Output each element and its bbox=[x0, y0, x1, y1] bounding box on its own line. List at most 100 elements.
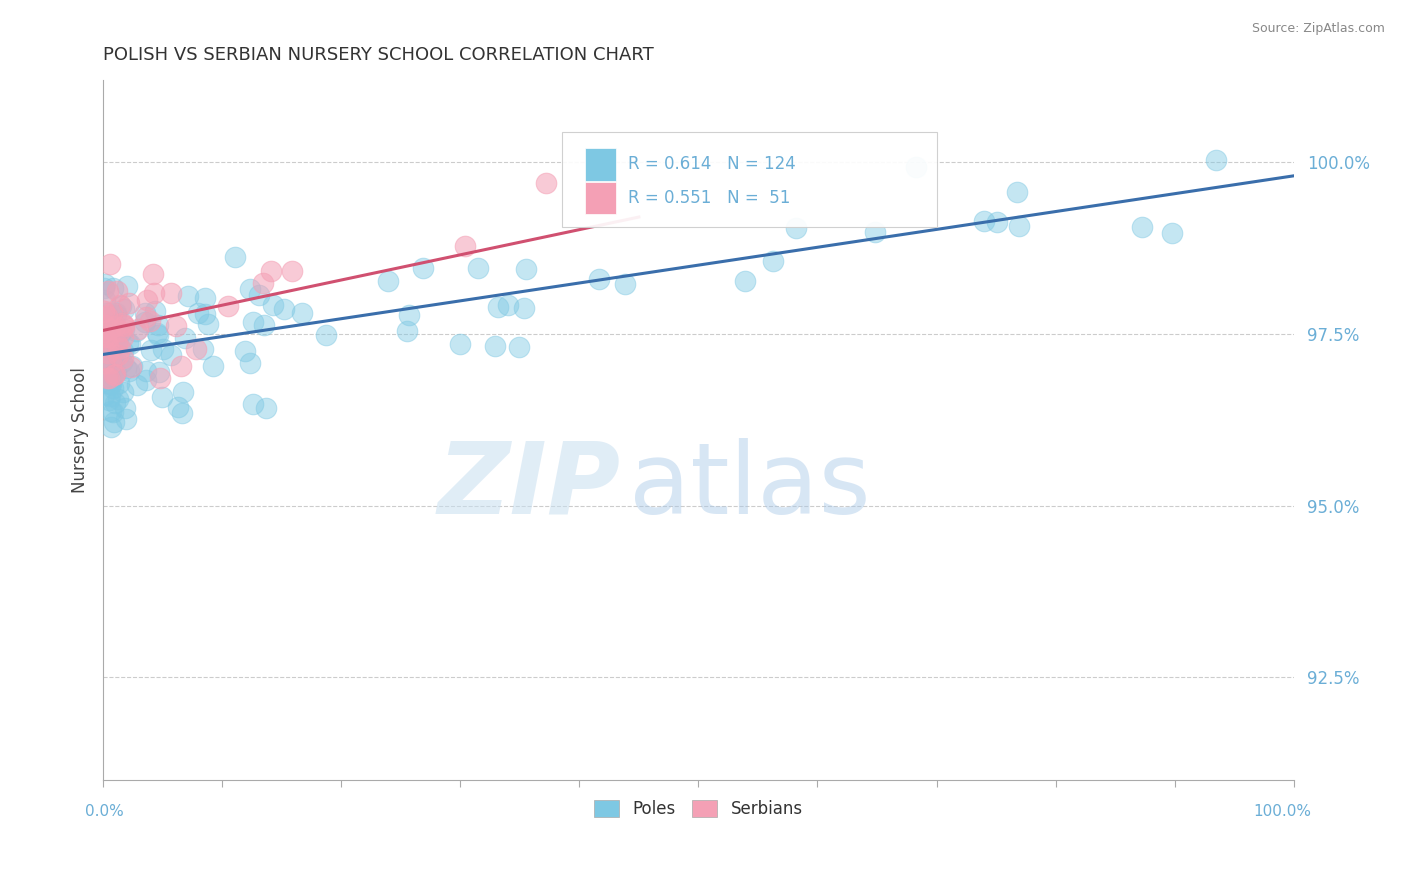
Point bbox=[135, 373, 157, 387]
Point bbox=[108, 298, 131, 312]
Point bbox=[112, 322, 135, 336]
FancyBboxPatch shape bbox=[585, 148, 616, 180]
Text: R = 0.614   N = 124: R = 0.614 N = 124 bbox=[628, 155, 796, 173]
Point bbox=[93, 281, 115, 295]
Point bbox=[377, 274, 399, 288]
Point bbox=[252, 276, 274, 290]
Point bbox=[108, 324, 131, 338]
Point bbox=[454, 239, 477, 253]
Point bbox=[412, 260, 434, 275]
Text: ZIP: ZIP bbox=[439, 438, 621, 534]
Point bbox=[135, 364, 157, 378]
Point bbox=[134, 306, 156, 320]
Point bbox=[187, 305, 209, 319]
Point bbox=[98, 389, 121, 403]
Text: POLISH VS SERBIAN NURSERY SCHOOL CORRELATION CHART: POLISH VS SERBIAN NURSERY SCHOOL CORRELA… bbox=[103, 46, 654, 64]
Point bbox=[97, 310, 120, 325]
Point bbox=[217, 299, 239, 313]
Point bbox=[160, 286, 183, 301]
Point bbox=[105, 365, 128, 379]
Point bbox=[107, 348, 129, 362]
Point bbox=[104, 367, 127, 381]
Legend: Poles, Serbians: Poles, Serbians bbox=[588, 793, 810, 824]
Point bbox=[973, 214, 995, 228]
Point bbox=[488, 300, 510, 314]
Point bbox=[165, 318, 187, 333]
FancyBboxPatch shape bbox=[585, 182, 616, 214]
Point bbox=[105, 334, 128, 348]
Point bbox=[93, 388, 115, 402]
Point bbox=[105, 334, 128, 349]
Point bbox=[512, 301, 534, 315]
Point bbox=[120, 359, 142, 374]
Point bbox=[239, 356, 262, 370]
Point bbox=[242, 315, 264, 329]
Point bbox=[93, 293, 115, 308]
Point bbox=[139, 314, 162, 328]
Point bbox=[94, 334, 117, 348]
Point bbox=[614, 277, 637, 292]
Point bbox=[986, 215, 1008, 229]
Point bbox=[135, 310, 157, 324]
Point bbox=[97, 339, 120, 353]
Point bbox=[96, 305, 118, 319]
Point bbox=[865, 225, 887, 239]
Point bbox=[273, 302, 295, 317]
Point bbox=[254, 401, 277, 415]
Point bbox=[224, 250, 246, 264]
Point bbox=[97, 285, 120, 299]
Point bbox=[103, 351, 125, 365]
Point bbox=[110, 341, 132, 355]
Point bbox=[167, 400, 190, 414]
Point bbox=[105, 327, 128, 342]
Point bbox=[111, 316, 134, 330]
Point bbox=[103, 341, 125, 355]
Point bbox=[98, 377, 121, 392]
Point bbox=[449, 336, 471, 351]
Point bbox=[97, 393, 120, 408]
Point bbox=[536, 176, 558, 190]
Point bbox=[1130, 219, 1153, 234]
Point bbox=[127, 322, 149, 336]
Point bbox=[105, 309, 128, 323]
Point bbox=[170, 406, 193, 420]
Text: R = 0.551   N =  51: R = 0.551 N = 51 bbox=[628, 189, 790, 207]
Point bbox=[1205, 153, 1227, 168]
Point bbox=[202, 359, 225, 374]
Point bbox=[174, 331, 197, 345]
Point bbox=[194, 307, 217, 321]
Point bbox=[101, 304, 124, 318]
Point bbox=[98, 361, 121, 376]
Point bbox=[1161, 227, 1184, 241]
Point bbox=[103, 281, 125, 295]
Point bbox=[98, 322, 121, 336]
Point bbox=[120, 337, 142, 351]
Point bbox=[134, 315, 156, 329]
Point bbox=[146, 318, 169, 332]
Point bbox=[484, 339, 506, 353]
Point bbox=[177, 288, 200, 302]
Point bbox=[148, 365, 170, 379]
Point bbox=[104, 332, 127, 346]
Point bbox=[112, 318, 135, 333]
Point bbox=[108, 376, 131, 390]
Point bbox=[103, 345, 125, 359]
Point bbox=[762, 254, 785, 268]
Point bbox=[100, 370, 122, 384]
Point bbox=[100, 377, 122, 392]
Point bbox=[260, 263, 283, 277]
Point bbox=[94, 318, 117, 332]
Point bbox=[115, 361, 138, 376]
Point bbox=[105, 284, 128, 298]
Point bbox=[904, 160, 927, 174]
Point bbox=[125, 377, 148, 392]
Point bbox=[111, 355, 134, 369]
Point bbox=[93, 325, 115, 339]
Point bbox=[101, 318, 124, 332]
Point bbox=[145, 326, 167, 340]
Point bbox=[588, 271, 610, 285]
Text: Source: ZipAtlas.com: Source: ZipAtlas.com bbox=[1251, 22, 1385, 36]
Point bbox=[136, 293, 159, 307]
Point bbox=[104, 306, 127, 320]
Point bbox=[1008, 219, 1031, 233]
